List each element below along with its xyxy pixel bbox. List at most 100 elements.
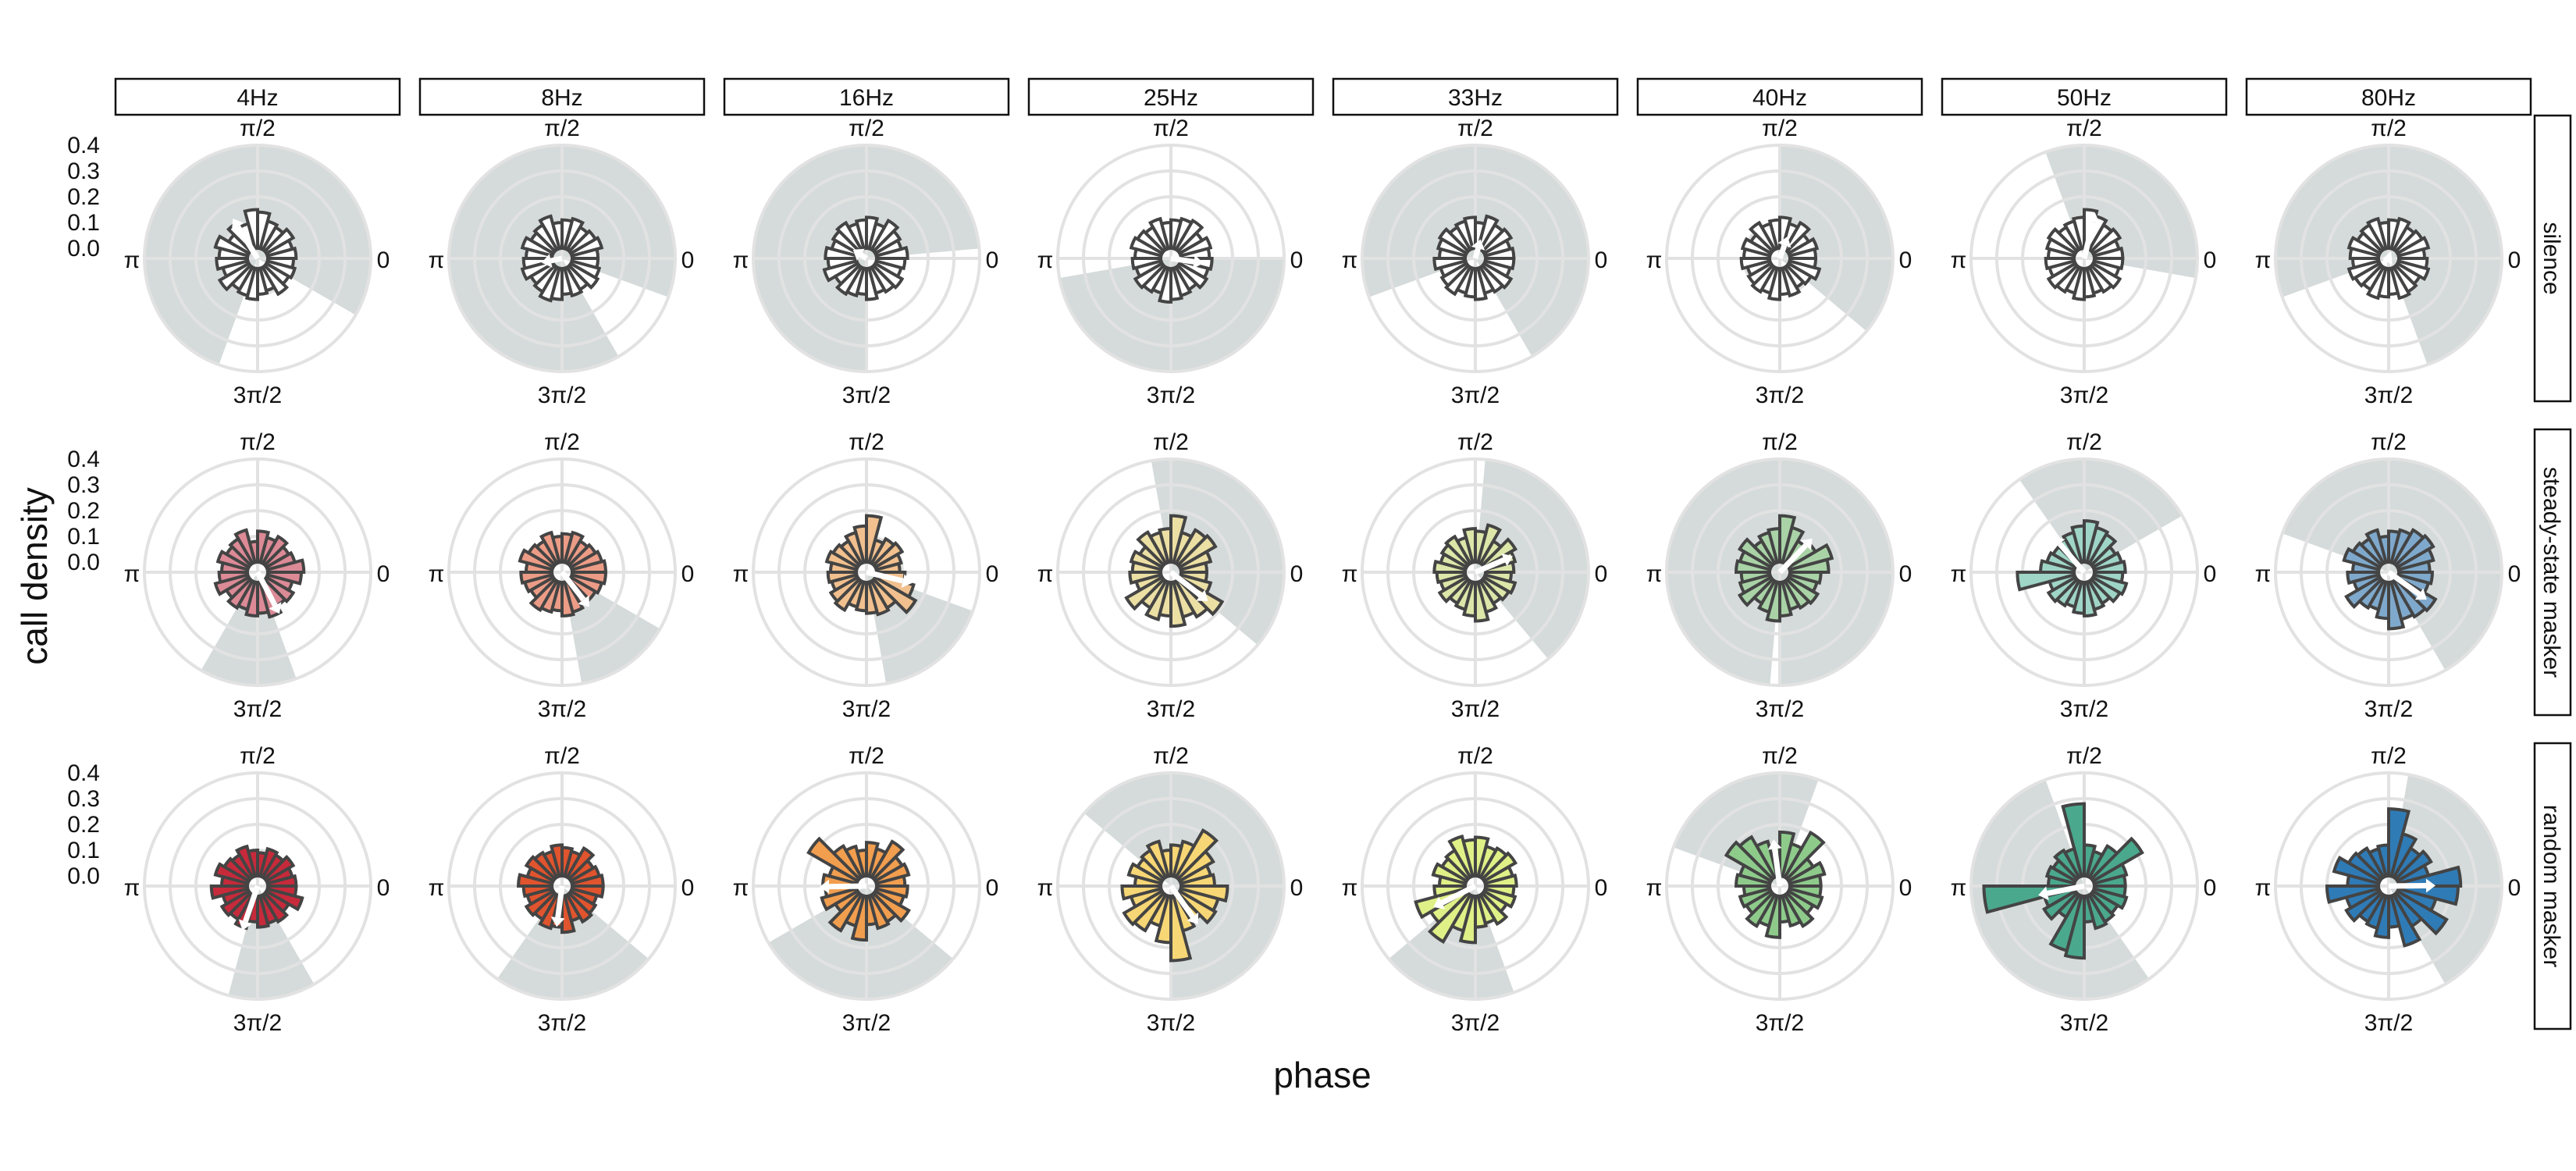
row-strip-label: steady-state masker (2539, 467, 2564, 678)
column-header-box (418, 77, 706, 116)
column-header-label: 40Hz (1752, 85, 1807, 111)
polar-panel: 0 π/2 π 3π/2 (1951, 116, 2217, 408)
polar-panel: 0 π/2 π 3π/2 (733, 116, 999, 408)
mean-vector-arrowhead (2382, 251, 2393, 265)
angular-tick-label: 0 (986, 561, 999, 587)
mean-vector-arrowhead (232, 219, 244, 230)
mean-vector (560, 570, 586, 602)
mean-vector (2388, 882, 2427, 889)
histogram-bar (1788, 257, 1818, 270)
histogram-bar (265, 884, 298, 899)
radial-tick-labels: 0.00.10.20.30.40.00.10.20.30.40.00.10.20… (67, 133, 100, 889)
angular-tick-label: 3π/2 (2364, 383, 2413, 408)
angular-tick-label: π (733, 875, 749, 901)
angular-tick-label: 0 (377, 875, 390, 901)
mean-vector (243, 884, 261, 923)
angular-tick-label: 3π/2 (1147, 696, 1195, 722)
angular-tick-label: π/2 (1153, 429, 1189, 455)
polar-panel: 0 π/2 π 3π/2 (124, 743, 390, 1036)
polar-panel: 0 π/2 π 3π/2 (733, 429, 999, 722)
mean-vector (866, 569, 904, 584)
angular-tick-label: 0 (1899, 875, 1912, 901)
y-axis-label: call density (14, 487, 55, 665)
histogram-bar (570, 571, 607, 586)
polar-panel: 0 π/2 π 3π/2 (429, 429, 695, 722)
angular-tick-label: 3π/2 (1756, 696, 1804, 722)
column-header-box (1636, 77, 1923, 116)
angular-tick-label: π (2255, 247, 2272, 273)
angular-tick-label: π (1951, 247, 1967, 273)
mean-vector-arrowhead (901, 574, 913, 588)
angular-tick-label: π (1646, 561, 1663, 587)
mean-vector (828, 883, 867, 890)
radial-tick-label: 0.0 (67, 236, 100, 262)
histogram-bar (1483, 257, 1516, 271)
mean-vector-arrowhead (550, 917, 565, 927)
mean-vector-arrowhead (269, 602, 282, 614)
angular-tick-label: π (1037, 875, 1054, 901)
angular-tick-label: π/2 (2066, 743, 2102, 769)
histogram-bar (2092, 884, 2127, 899)
angular-tick-label: π (1951, 561, 1967, 587)
angular-tick-label: 0 (2204, 561, 2217, 587)
angular-tick-label: 3π/2 (842, 1010, 891, 1036)
angular-tick-label: 3π/2 (1147, 1010, 1195, 1036)
radial-tick-label: 0.0 (67, 863, 100, 889)
angular-tick-label: π/2 (2066, 429, 2102, 455)
shaded-wedge (228, 886, 315, 999)
mean-vector (1440, 883, 1477, 906)
mean-vector-arrowhead (578, 595, 589, 607)
angular-tick-label: 0 (1290, 247, 1304, 273)
histogram-bar (1483, 571, 1514, 584)
mean-vector (1170, 255, 1194, 265)
polar-panel: 0 π/2 π 3π/2 (124, 116, 390, 408)
angular-tick-label: 0 (1899, 247, 1912, 273)
angular-tick-label: 0 (681, 247, 695, 273)
angular-tick-label: 3π/2 (233, 696, 282, 722)
mean-vector-arrowhead (1800, 538, 1813, 550)
angular-tick-label: 3π/2 (842, 696, 891, 722)
histogram-bar (1788, 571, 1823, 586)
mean-vector-arrowhead (541, 254, 553, 268)
mean-vector (550, 255, 563, 264)
angular-tick-label: π/2 (1153, 116, 1189, 141)
row-strip-label: random masker (2539, 805, 2564, 967)
column-header-label: 8Hz (541, 85, 582, 111)
shaded-wedge (496, 886, 649, 1000)
polar-panel: 0 π/2 π 3π/2 (1646, 743, 1912, 1036)
angular-tick-label: 3π/2 (1451, 696, 1500, 722)
column-header-label: 80Hz (2361, 85, 2416, 111)
angular-tick-label: 3π/2 (538, 1010, 586, 1036)
mean-vector-arrowhead (852, 248, 865, 261)
angular-tick-label: 0 (2508, 875, 2521, 901)
radial-tick-label: 0.4 (67, 133, 100, 158)
angular-tick-label: π/2 (849, 116, 884, 141)
column-header-box (1027, 77, 1315, 116)
x-axis-label: phase (1273, 1055, 1371, 1095)
angular-tick-label: π (429, 561, 445, 587)
column-header-box (723, 77, 1010, 116)
angular-tick-label: π/2 (240, 429, 276, 455)
shaded-wedge (1475, 459, 1589, 660)
angular-tick-label: 3π/2 (233, 383, 282, 408)
histogram-bar (2396, 257, 2429, 271)
polar-panel: 0 π/2 π 3π/2 (1037, 743, 1304, 1036)
histogram-bar (570, 257, 600, 270)
mean-vector-arrowhead (1767, 839, 1782, 850)
mean-vector-arrowhead (1501, 553, 1513, 567)
polar-panel: 0 π/2 π 3π/2 (1951, 743, 2217, 1036)
polar-panel: 0 π/2 π 3π/2 (1342, 116, 1608, 408)
radial-tick-label: 0.3 (67, 158, 100, 184)
radial-tick-label: 0.2 (67, 184, 100, 210)
angular-tick-label: π/2 (544, 429, 580, 455)
angular-tick-label: 3π/2 (2060, 696, 2108, 722)
angular-tick-label: 0 (681, 561, 695, 587)
row-labels: silence steady-state masker random masker (2533, 114, 2572, 1030)
angular-tick-label: π (429, 247, 445, 273)
mean-vector-arrowhead (1433, 896, 1446, 909)
angular-tick-label: π (124, 561, 141, 587)
polar-panel: 0 π/2 π 3π/2 (733, 743, 999, 1036)
column-header-label: 50Hz (2057, 85, 2112, 111)
angular-tick-label: π/2 (1762, 743, 1798, 769)
mean-vector (1169, 570, 1203, 598)
